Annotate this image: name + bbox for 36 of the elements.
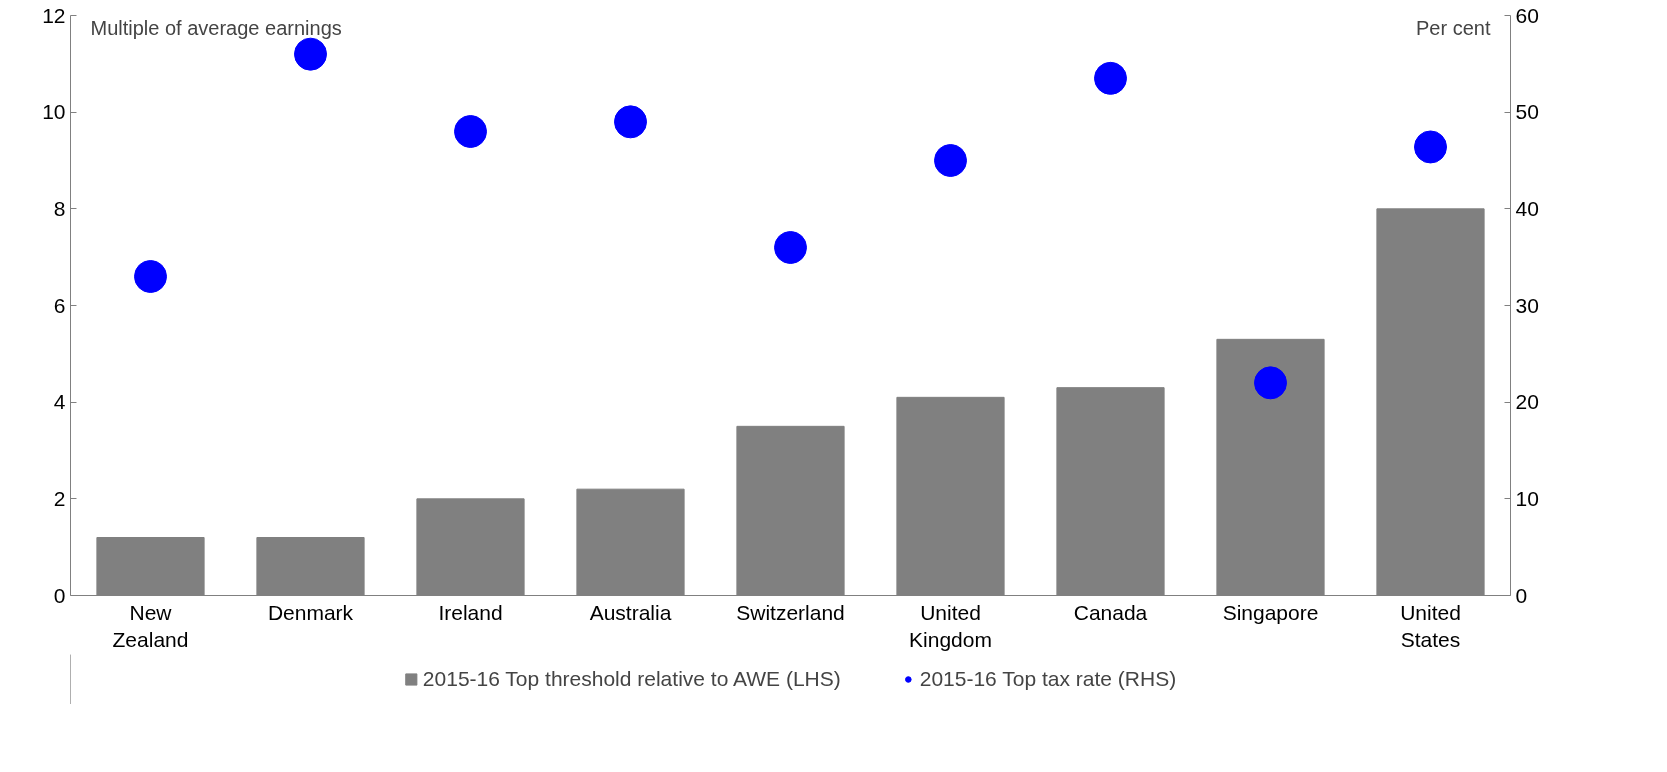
y-tick-label: 0 xyxy=(53,583,66,607)
y2-tick-label: 40 xyxy=(1515,196,1539,220)
y-axis-title: Multiple of average earnings xyxy=(90,16,342,39)
x-tick-label: Canada xyxy=(1073,600,1148,624)
y-tick-label: 2 xyxy=(53,486,66,510)
legend-label: 2015-16 Top threshold relative to AWE (LHS) xyxy=(422,667,841,691)
y-tick-label: 10 xyxy=(42,100,66,124)
point xyxy=(134,260,167,293)
x-tick-label: Ireland xyxy=(438,600,503,624)
point xyxy=(934,144,967,177)
y-tick-label: 6 xyxy=(53,293,66,317)
point xyxy=(614,105,647,139)
y2-tick-label: 10 xyxy=(1515,486,1539,510)
point xyxy=(294,37,327,71)
point xyxy=(774,231,807,264)
y-tick-label: 8 xyxy=(53,196,66,220)
x-tick-label: United States xyxy=(1400,600,1461,652)
x-tick-label: New Zealand xyxy=(112,600,189,652)
x-tick-label: Australia xyxy=(589,600,672,624)
legend-label: 2015-16 Top tax rate (RHS) xyxy=(919,667,1177,691)
y2-tick-label: 30 xyxy=(1515,293,1539,317)
point xyxy=(454,115,487,148)
y2-tick-label: 20 xyxy=(1515,390,1539,414)
y2-tick-label: 50 xyxy=(1515,100,1539,124)
x-tick-label: United Kingdom xyxy=(909,600,992,652)
y-tick-label: 12 xyxy=(42,3,66,27)
x-tick-label: Denmark xyxy=(267,600,354,624)
y2-tick-label: 0 xyxy=(1515,583,1528,607)
y2-axis-title: Per cent xyxy=(1416,16,1491,39)
y2-tick-label: 60 xyxy=(1515,3,1539,27)
point xyxy=(1414,130,1447,164)
y-tick-label: 4 xyxy=(53,390,66,414)
x-tick-label: Switzerland xyxy=(736,600,845,624)
point xyxy=(1254,366,1287,400)
x-tick-label: Singapore xyxy=(1222,600,1319,624)
point xyxy=(1094,61,1127,95)
